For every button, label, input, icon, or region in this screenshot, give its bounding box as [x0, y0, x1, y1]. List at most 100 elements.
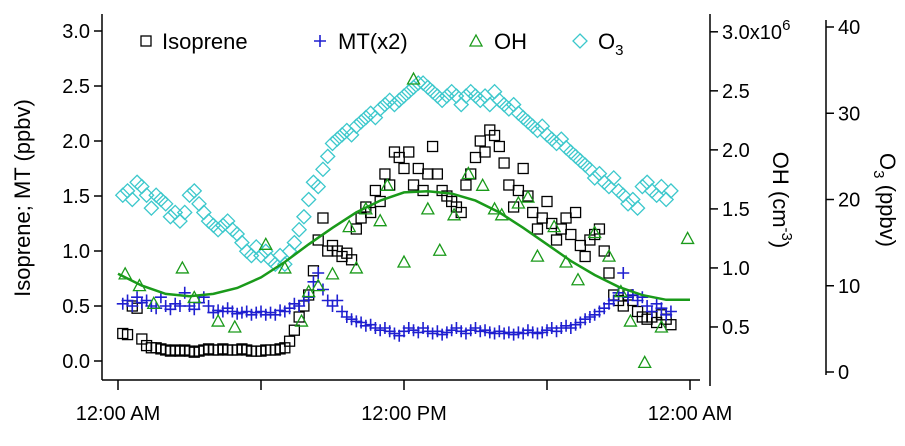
data-point	[424, 83, 441, 100]
data-point	[539, 126, 555, 143]
x-tick-label: 12:00 PM	[361, 403, 447, 425]
data-point	[524, 118, 541, 135]
data-point	[119, 182, 136, 199]
data-point	[312, 267, 325, 279]
data-point	[565, 228, 577, 241]
data-point	[277, 260, 292, 274]
data-point	[639, 174, 656, 191]
data-point	[494, 207, 509, 221]
data-point	[567, 148, 584, 165]
data-point	[126, 300, 139, 312]
data-point	[234, 234, 250, 251]
data-point	[438, 88, 455, 104]
data-point	[605, 170, 622, 186]
data-point	[570, 272, 586, 286]
data-point	[472, 92, 489, 109]
data-point	[522, 190, 534, 202]
data-point	[577, 157, 594, 173]
data-point	[349, 260, 364, 274]
data-point	[474, 135, 486, 147]
y-oh-axis-label: OH (cm-3)	[768, 152, 795, 248]
data-point	[481, 96, 498, 113]
data-point	[531, 223, 544, 235]
data-point	[574, 239, 587, 252]
data-point	[157, 195, 174, 212]
data-point	[665, 319, 677, 331]
data-point	[369, 184, 382, 197]
data-point	[498, 157, 510, 169]
data-point	[391, 92, 408, 109]
series-mtx2	[116, 267, 677, 342]
data-point	[555, 223, 567, 235]
data-point	[550, 234, 563, 246]
data-point	[181, 187, 198, 204]
data-point	[258, 236, 273, 250]
legend-marker	[468, 33, 484, 47]
legend-marker	[140, 35, 152, 47]
data-point	[469, 151, 482, 164]
y-left-tick-label: 0.5	[62, 296, 90, 318]
data-point	[188, 303, 201, 316]
data-point	[286, 234, 303, 251]
data-point	[175, 260, 190, 274]
data-point	[162, 208, 179, 225]
data-point	[407, 179, 420, 191]
data-point	[210, 221, 227, 238]
data-point	[381, 92, 398, 109]
y-oh-tick-label: 0.5	[722, 317, 750, 339]
y-left-tick-label: 0.0	[62, 351, 90, 373]
data-point	[167, 204, 184, 221]
data-point	[379, 168, 391, 180]
data-point	[283, 335, 296, 347]
data-point	[453, 96, 470, 113]
data-point	[520, 113, 536, 130]
data-point	[527, 206, 539, 219]
data-point	[350, 223, 362, 235]
data-point	[479, 146, 491, 158]
data-point	[680, 231, 695, 245]
data-point	[334, 126, 350, 143]
data-point	[114, 187, 131, 204]
data-point	[396, 88, 412, 104]
data-point	[629, 200, 646, 217]
x-tick-label: 12:00 AM	[648, 403, 733, 425]
data-point	[496, 96, 513, 113]
y-o3-tick-label: 30	[838, 103, 860, 125]
legend-marker	[314, 35, 326, 47]
data-point	[420, 201, 435, 215]
data-point	[253, 247, 269, 264]
data-point	[300, 191, 317, 208]
data-point	[607, 294, 620, 307]
data-point	[329, 131, 346, 148]
data-point	[372, 101, 389, 117]
data-point	[500, 101, 517, 117]
data-point	[610, 182, 627, 199]
y-o3-tick-label: 10	[838, 276, 860, 298]
data-point	[543, 131, 560, 148]
data-point	[172, 213, 188, 229]
data-point	[191, 195, 207, 212]
data-point	[324, 135, 341, 152]
data-point	[553, 131, 570, 148]
data-point	[343, 126, 360, 143]
data-point	[294, 313, 309, 327]
data-point	[617, 267, 630, 279]
data-point	[467, 88, 484, 104]
data-point	[146, 295, 161, 310]
data-point	[386, 96, 403, 113]
data-point	[200, 213, 217, 229]
data-point	[357, 109, 374, 126]
data-point	[434, 92, 451, 109]
data-point	[620, 195, 636, 212]
data-point	[195, 204, 212, 221]
data-point	[396, 254, 412, 268]
data-point	[634, 178, 651, 195]
legend: Isoprene MT(x2) OH O3	[140, 29, 623, 59]
data-point	[410, 75, 427, 91]
data-point	[663, 182, 679, 199]
data-point	[515, 109, 532, 126]
y-left-tick-label: 1.0	[62, 241, 90, 263]
data-point	[541, 195, 553, 208]
y-oh-tick-label: 3.0x106	[722, 17, 790, 44]
data-point	[124, 191, 141, 208]
